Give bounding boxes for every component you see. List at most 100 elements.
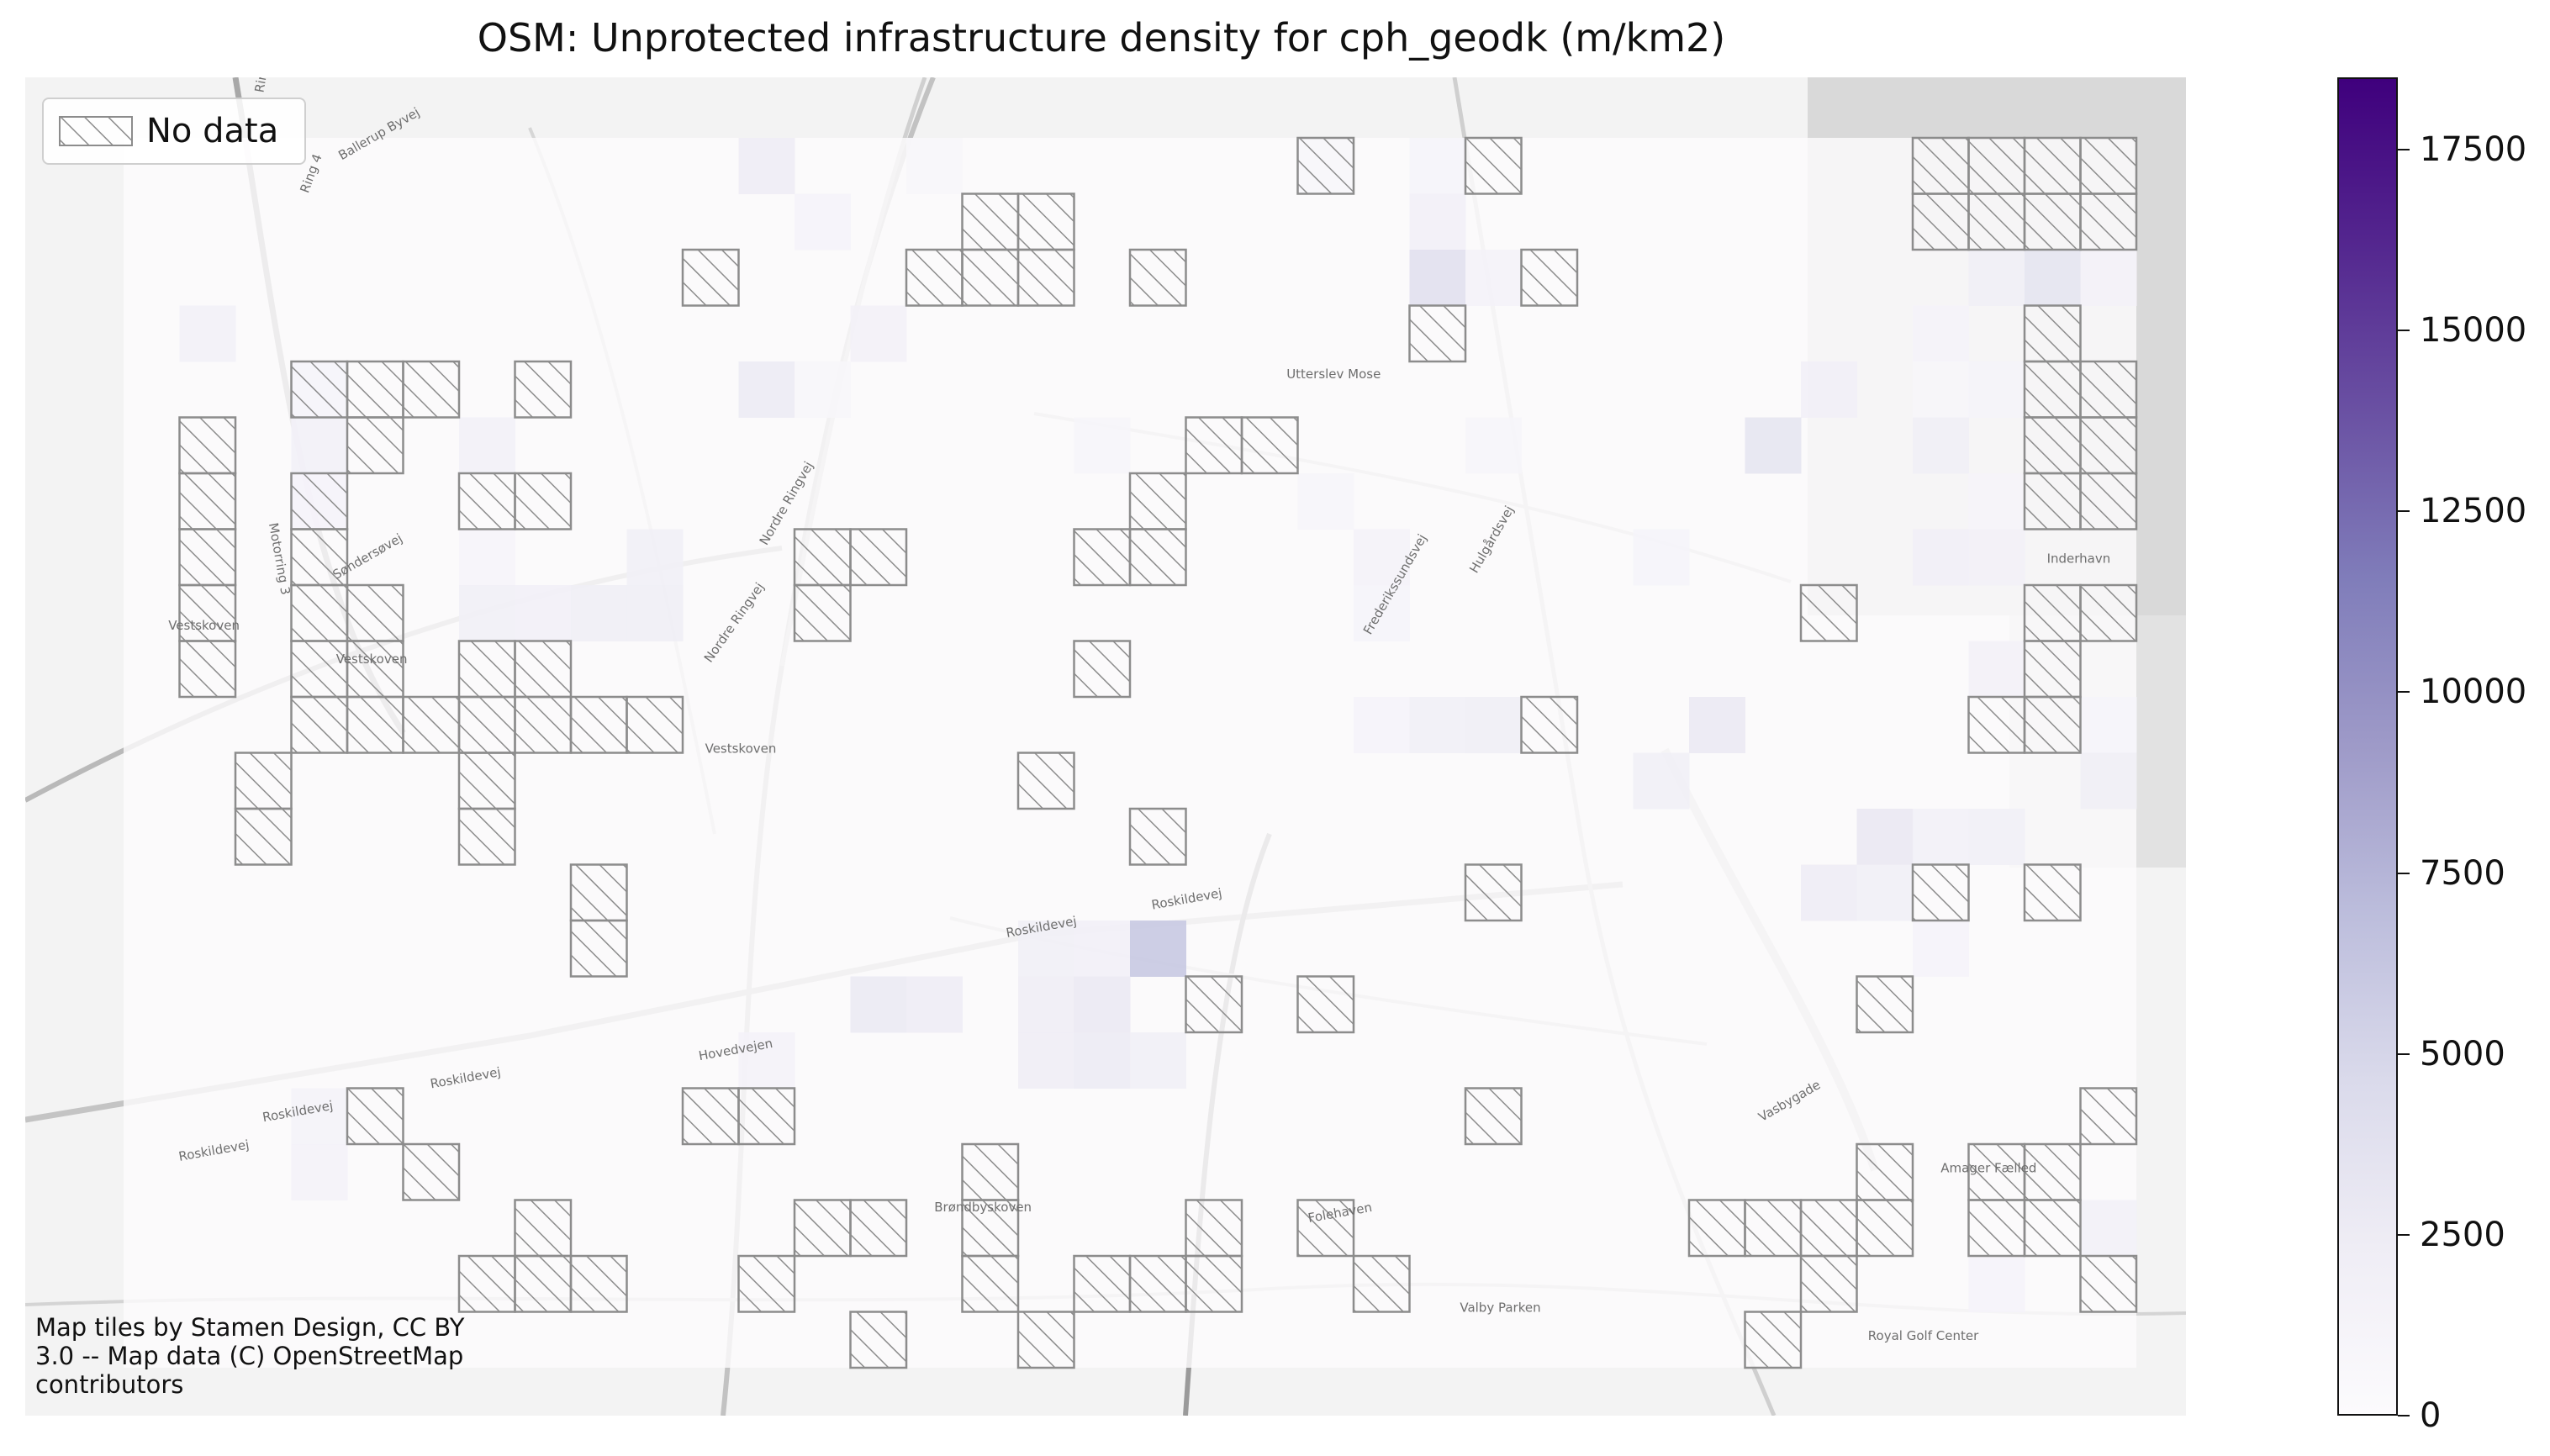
no-data-cell: [1744, 1199, 1803, 1258]
no-data-cell: [1464, 1087, 1523, 1146]
no-data-cell: [290, 472, 349, 530]
colorbar-tick-label: 15000: [2420, 311, 2527, 351]
map-title: OSM: Unprotected infrastructure density …: [477, 15, 1726, 61]
no-data-cell: [514, 360, 573, 419]
density-cell: [1856, 809, 1914, 865]
density-cell: [1913, 361, 1969, 418]
density-cell: [1465, 697, 1522, 753]
density-cell: [1465, 250, 1522, 306]
colorbar-tick-label: 5000: [2420, 1034, 2505, 1074]
density-cell: [2080, 250, 2137, 306]
map-legend: No data: [42, 98, 306, 165]
no-data-cell: [2023, 416, 2082, 475]
colorbar-tick: [2398, 149, 2410, 151]
no-data-cell: [1185, 416, 1243, 475]
no-data-cell: [2023, 863, 2082, 922]
no-data-cell: [1073, 640, 1132, 699]
colorbar-ticks: 0 2500 5000 7500 10000 12500 15000 17500: [2398, 0, 2549, 1456]
density-cell: [738, 1032, 795, 1089]
no-data-cell: [1128, 472, 1187, 530]
no-data-cell: [2023, 472, 2082, 530]
no-data-cell: [1073, 528, 1132, 587]
colorbar-tick: [2398, 1415, 2410, 1416]
no-data-cell: [402, 360, 461, 419]
density-cell: [1913, 809, 1969, 865]
density-cell: [1130, 921, 1186, 977]
place-label: Amager Fælled: [1940, 1160, 2036, 1175]
density-cell: [459, 417, 515, 474]
no-data-cell: [290, 695, 349, 754]
no-data-cell: [1856, 1142, 1914, 1201]
density-cell: [1745, 417, 1802, 474]
density-cell: [2080, 697, 2137, 753]
no-data-cell: [961, 248, 1020, 307]
colorbar-tick: [2398, 691, 2410, 694]
no-data-cell: [2023, 583, 2082, 642]
no-data-cell: [514, 472, 573, 530]
no-data-cell: [346, 583, 404, 642]
density-cell: [738, 361, 795, 418]
no-data-cell: [2023, 1142, 2082, 1201]
density-cell: [1074, 976, 1131, 1033]
density-cell: [1968, 250, 2025, 306]
no-data-cell: [290, 583, 349, 642]
no-data-cell: [234, 807, 293, 866]
no-data-cell: [1016, 752, 1075, 810]
no-data-cell: [457, 640, 516, 699]
colorbar: [2337, 77, 2398, 1416]
no-data-cell: [1911, 136, 1970, 195]
no-data-cell: [290, 640, 349, 699]
no-data-cell: [2023, 304, 2082, 363]
no-data-cell: [178, 640, 237, 699]
density-cell: [1018, 1032, 1074, 1089]
no-data-cell: [681, 248, 740, 307]
place-label: Valby Parken: [1460, 1300, 1540, 1316]
no-data-cell: [2023, 695, 2082, 754]
place-label: Royal Golf Center: [1868, 1328, 1979, 1343]
density-cell: [906, 976, 963, 1033]
no-data-cell: [1073, 1254, 1132, 1313]
no-data-cell: [849, 1311, 908, 1369]
density-cell: [1074, 1032, 1131, 1089]
colorbar-tick-label: 0: [2420, 1396, 2442, 1435]
no-data-cell: [2079, 360, 2138, 419]
no-data-cell: [2079, 193, 2138, 251]
density-cell: [1633, 752, 1690, 810]
no-data-cell: [1520, 695, 1579, 754]
no-data-cell: [1296, 1199, 1355, 1258]
density-cell: [1968, 529, 2025, 586]
density-cell: [1968, 473, 2025, 530]
no-data-cell: [1296, 136, 1355, 195]
no-data-cell: [2079, 1254, 2138, 1313]
no-data-cell: [1464, 136, 1523, 195]
place-label: Utterslev Mose: [1286, 367, 1381, 382]
no-data-cell: [1128, 528, 1187, 587]
place-label: Vestskoven: [336, 652, 408, 667]
no-data-cell: [178, 416, 237, 475]
no-data-cell: [1799, 583, 1858, 642]
no-data-cell: [346, 640, 404, 699]
density-cell: [738, 138, 795, 194]
no-data-cell: [1687, 1199, 1746, 1258]
no-data-cell: [514, 640, 573, 699]
density-cell: [2025, 250, 2081, 306]
density-cell: [459, 585, 515, 641]
colorbar-tick: [2398, 872, 2410, 874]
no-data-cell: [1185, 1199, 1243, 1258]
no-data-cell: [1408, 304, 1467, 363]
density-cell: [291, 417, 348, 474]
colorbar-tick-label: 10000: [2420, 673, 2527, 712]
no-data-cell: [1185, 1254, 1243, 1313]
place-label: Ring 4: [251, 77, 273, 93]
no-data-cell: [737, 1087, 796, 1146]
no-data-cell: [514, 1199, 573, 1258]
colorbar-tick: [2398, 330, 2410, 332]
density-cell: [1018, 921, 1074, 977]
no-data-cell: [2079, 583, 2138, 642]
no-data-cell: [1967, 193, 2026, 251]
no-data-cell: [793, 1199, 852, 1258]
no-data-cell: [1967, 1199, 2026, 1258]
no-data-cell: [457, 695, 516, 754]
